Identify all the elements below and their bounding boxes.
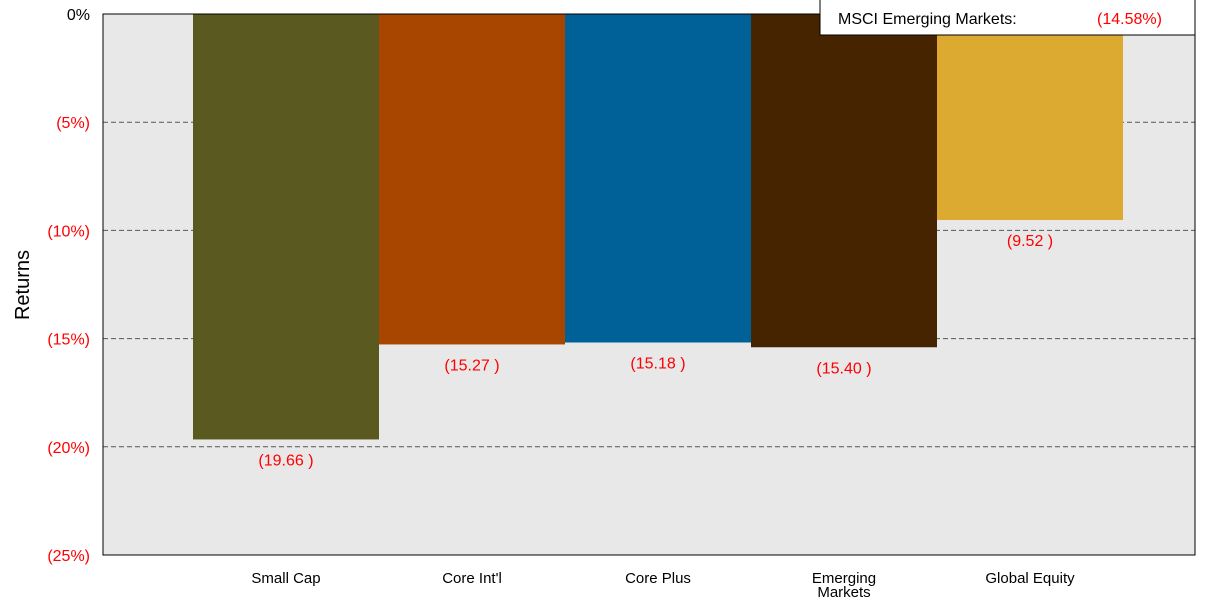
x-tick-label: Core Int'l	[442, 570, 502, 587]
bar	[937, 14, 1123, 221]
data-label: (15.27 )	[444, 357, 499, 374]
legend-entry-value: (14.58%)	[1097, 11, 1162, 28]
y-tick-label: (15%)	[47, 332, 90, 349]
data-label: (9.52 )	[1007, 233, 1053, 250]
data-label: (19.66 )	[258, 452, 313, 469]
bar	[193, 14, 379, 440]
y-tick-label: (25%)	[47, 548, 90, 565]
x-axis-ticks: Small Cap Core Int'l Core Plus Emerging Mark…	[251, 570, 1075, 601]
y-axis-ticks: 0% (5%) (10%) (15%) (20%) (25%)	[47, 7, 90, 565]
y-tick-label: (10%)	[47, 223, 90, 240]
data-label: (15.40 )	[816, 360, 871, 377]
x-tick-label: Global Equity	[985, 570, 1075, 587]
x-tick-label: Emerging Markets	[812, 570, 876, 601]
bar	[565, 14, 751, 343]
x-tick-label: Small Cap	[251, 570, 320, 587]
y-tick-label: (5%)	[56, 115, 90, 132]
legend: MSCI Emerging Markets: (14.58%)	[819, 0, 1196, 36]
data-label: (15.18 )	[630, 355, 685, 372]
legend-entry-label: MSCI Emerging Markets:	[838, 11, 1017, 28]
bars	[193, 14, 1123, 440]
y-tick-label: 0%	[67, 7, 90, 24]
y-tick-label: (20%)	[47, 440, 90, 457]
bar	[379, 14, 565, 345]
x-tick-label: Core Plus	[625, 570, 691, 587]
data-labels: (19.66 ) (15.27 ) (15.18 ) (15.40 ) (9.52 )	[258, 233, 1053, 469]
legend-box	[819, 0, 1196, 36]
plot-frame	[102, 13, 1196, 556]
bar	[751, 14, 937, 348]
y-axis-label: Returns	[12, 250, 34, 320]
